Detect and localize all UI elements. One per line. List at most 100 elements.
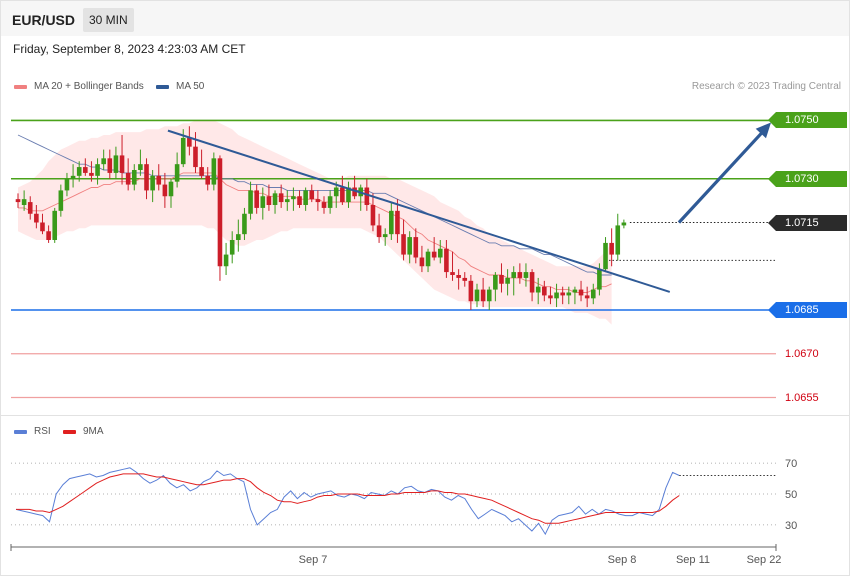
- price-tag-1.0670: 1.0670: [785, 347, 819, 360]
- candle-body: [548, 295, 553, 299]
- trend-line: [167, 129, 671, 293]
- candle-body: [542, 286, 547, 296]
- candle-body: [609, 242, 614, 255]
- candle-body: [395, 210, 400, 235]
- candle-body: [131, 170, 137, 185]
- candle-body: [272, 193, 278, 205]
- forecast-arrow-shaft: [677, 129, 766, 224]
- legend-label: MA 20 + Bollinger Bands: [34, 81, 144, 92]
- candle-body: [480, 289, 486, 302]
- rsi-series-9MA: [16, 473, 680, 524]
- rsi-tick-label: 50: [785, 489, 797, 501]
- candle-body: [389, 210, 394, 235]
- candle-body: [119, 155, 125, 173]
- candle-body: [34, 213, 39, 223]
- candle-body: [566, 292, 572, 296]
- candle-body: [370, 205, 376, 226]
- instrument-title: EUR/USD: [12, 12, 76, 28]
- candle-body: [248, 190, 253, 214]
- x-tick-label: Sep 11: [676, 554, 710, 566]
- candle-body: [352, 187, 357, 197]
- candle-body: [590, 289, 596, 299]
- bollinger-band: [18, 120, 612, 325]
- candle-body: [327, 196, 333, 208]
- candle-body: [505, 277, 510, 284]
- x-tick-label: Sep 8: [608, 554, 637, 566]
- candle-body: [21, 199, 27, 205]
- candle-body: [486, 289, 492, 302]
- candle-body: [529, 272, 535, 293]
- legend-swatch: [14, 429, 27, 434]
- candle-body: [303, 190, 308, 205]
- candle-body: [407, 237, 412, 255]
- forecast-arrow-head: [755, 122, 771, 139]
- candle-body: [346, 187, 351, 203]
- legend-swatch: [156, 84, 169, 89]
- candle-body: [474, 289, 480, 302]
- candle-body: [174, 164, 180, 182]
- timestamp: Friday, September 8, 2023 4:23:03 AM CET: [13, 42, 246, 56]
- candle-body: [242, 213, 247, 235]
- candle-body: [321, 202, 327, 208]
- candle-body: [456, 275, 461, 278]
- candle-body: [199, 167, 204, 176]
- candle-body: [193, 146, 198, 168]
- candle-body: [333, 187, 339, 197]
- candle-body: [413, 237, 419, 258]
- candle-body: [205, 175, 211, 185]
- candle-body: [101, 158, 106, 165]
- candle-body: [40, 222, 45, 232]
- candle-body: [168, 181, 174, 197]
- panel-divider: [1, 415, 849, 416]
- candle-body: [401, 234, 406, 255]
- candle-body: [58, 190, 64, 211]
- candle-body: [468, 280, 474, 302]
- candle-body: [291, 196, 296, 200]
- candle-body: [156, 175, 162, 185]
- candle-body: [572, 289, 578, 293]
- candle-body: [125, 172, 131, 185]
- legend-label: 9MA: [83, 426, 104, 437]
- candle-body: [150, 175, 155, 191]
- legend-item-rsi: RSI: [14, 426, 51, 437]
- price-tag-1.0655: 1.0655: [785, 391, 819, 404]
- rsi-series-RSI: [15, 467, 680, 536]
- candle-body: [462, 277, 468, 281]
- candle-body: [236, 234, 241, 240]
- x-tick-label: Sep 7: [299, 554, 328, 566]
- candle-body: [437, 248, 443, 258]
- candle-body: [27, 202, 33, 214]
- candle-body: [229, 240, 235, 255]
- price-tag-1.0750: 1.0750: [768, 112, 847, 129]
- credit-text: Research © 2023 Trading Central: [691, 81, 841, 92]
- candle-body: [284, 199, 290, 203]
- price-tag-1.0715: 1.0715: [768, 214, 847, 231]
- candle-body: [297, 196, 302, 205]
- candle-body: [278, 193, 284, 203]
- candle-body: [450, 272, 455, 275]
- timeframe-badge[interactable]: 30 MIN: [83, 8, 134, 32]
- candle-body: [144, 164, 149, 191]
- candle-body: [444, 248, 449, 273]
- candle-body: [180, 137, 186, 165]
- candle-body: [138, 164, 143, 170]
- rsi-tick-label: 30: [785, 520, 797, 532]
- candle-body: [315, 199, 321, 203]
- candle-body: [95, 164, 100, 176]
- candle-body: [211, 158, 217, 185]
- candle-body: [419, 257, 425, 267]
- candle-body: [431, 251, 437, 258]
- x-tick-label: Sep 22: [747, 554, 782, 566]
- candle-body: [493, 275, 498, 290]
- legend-item-rsi-ma: 9MA: [63, 426, 104, 437]
- legend-swatch: [14, 84, 27, 89]
- candle-body: [554, 292, 559, 299]
- candle-body: [217, 158, 223, 267]
- candle-body: [621, 222, 627, 226]
- candles: [15, 126, 627, 310]
- price-tag-1.0685: 1.0685: [768, 302, 847, 318]
- candle-body: [107, 158, 113, 173]
- candle-body: [364, 187, 370, 205]
- legend-label: MA 50: [176, 81, 205, 92]
